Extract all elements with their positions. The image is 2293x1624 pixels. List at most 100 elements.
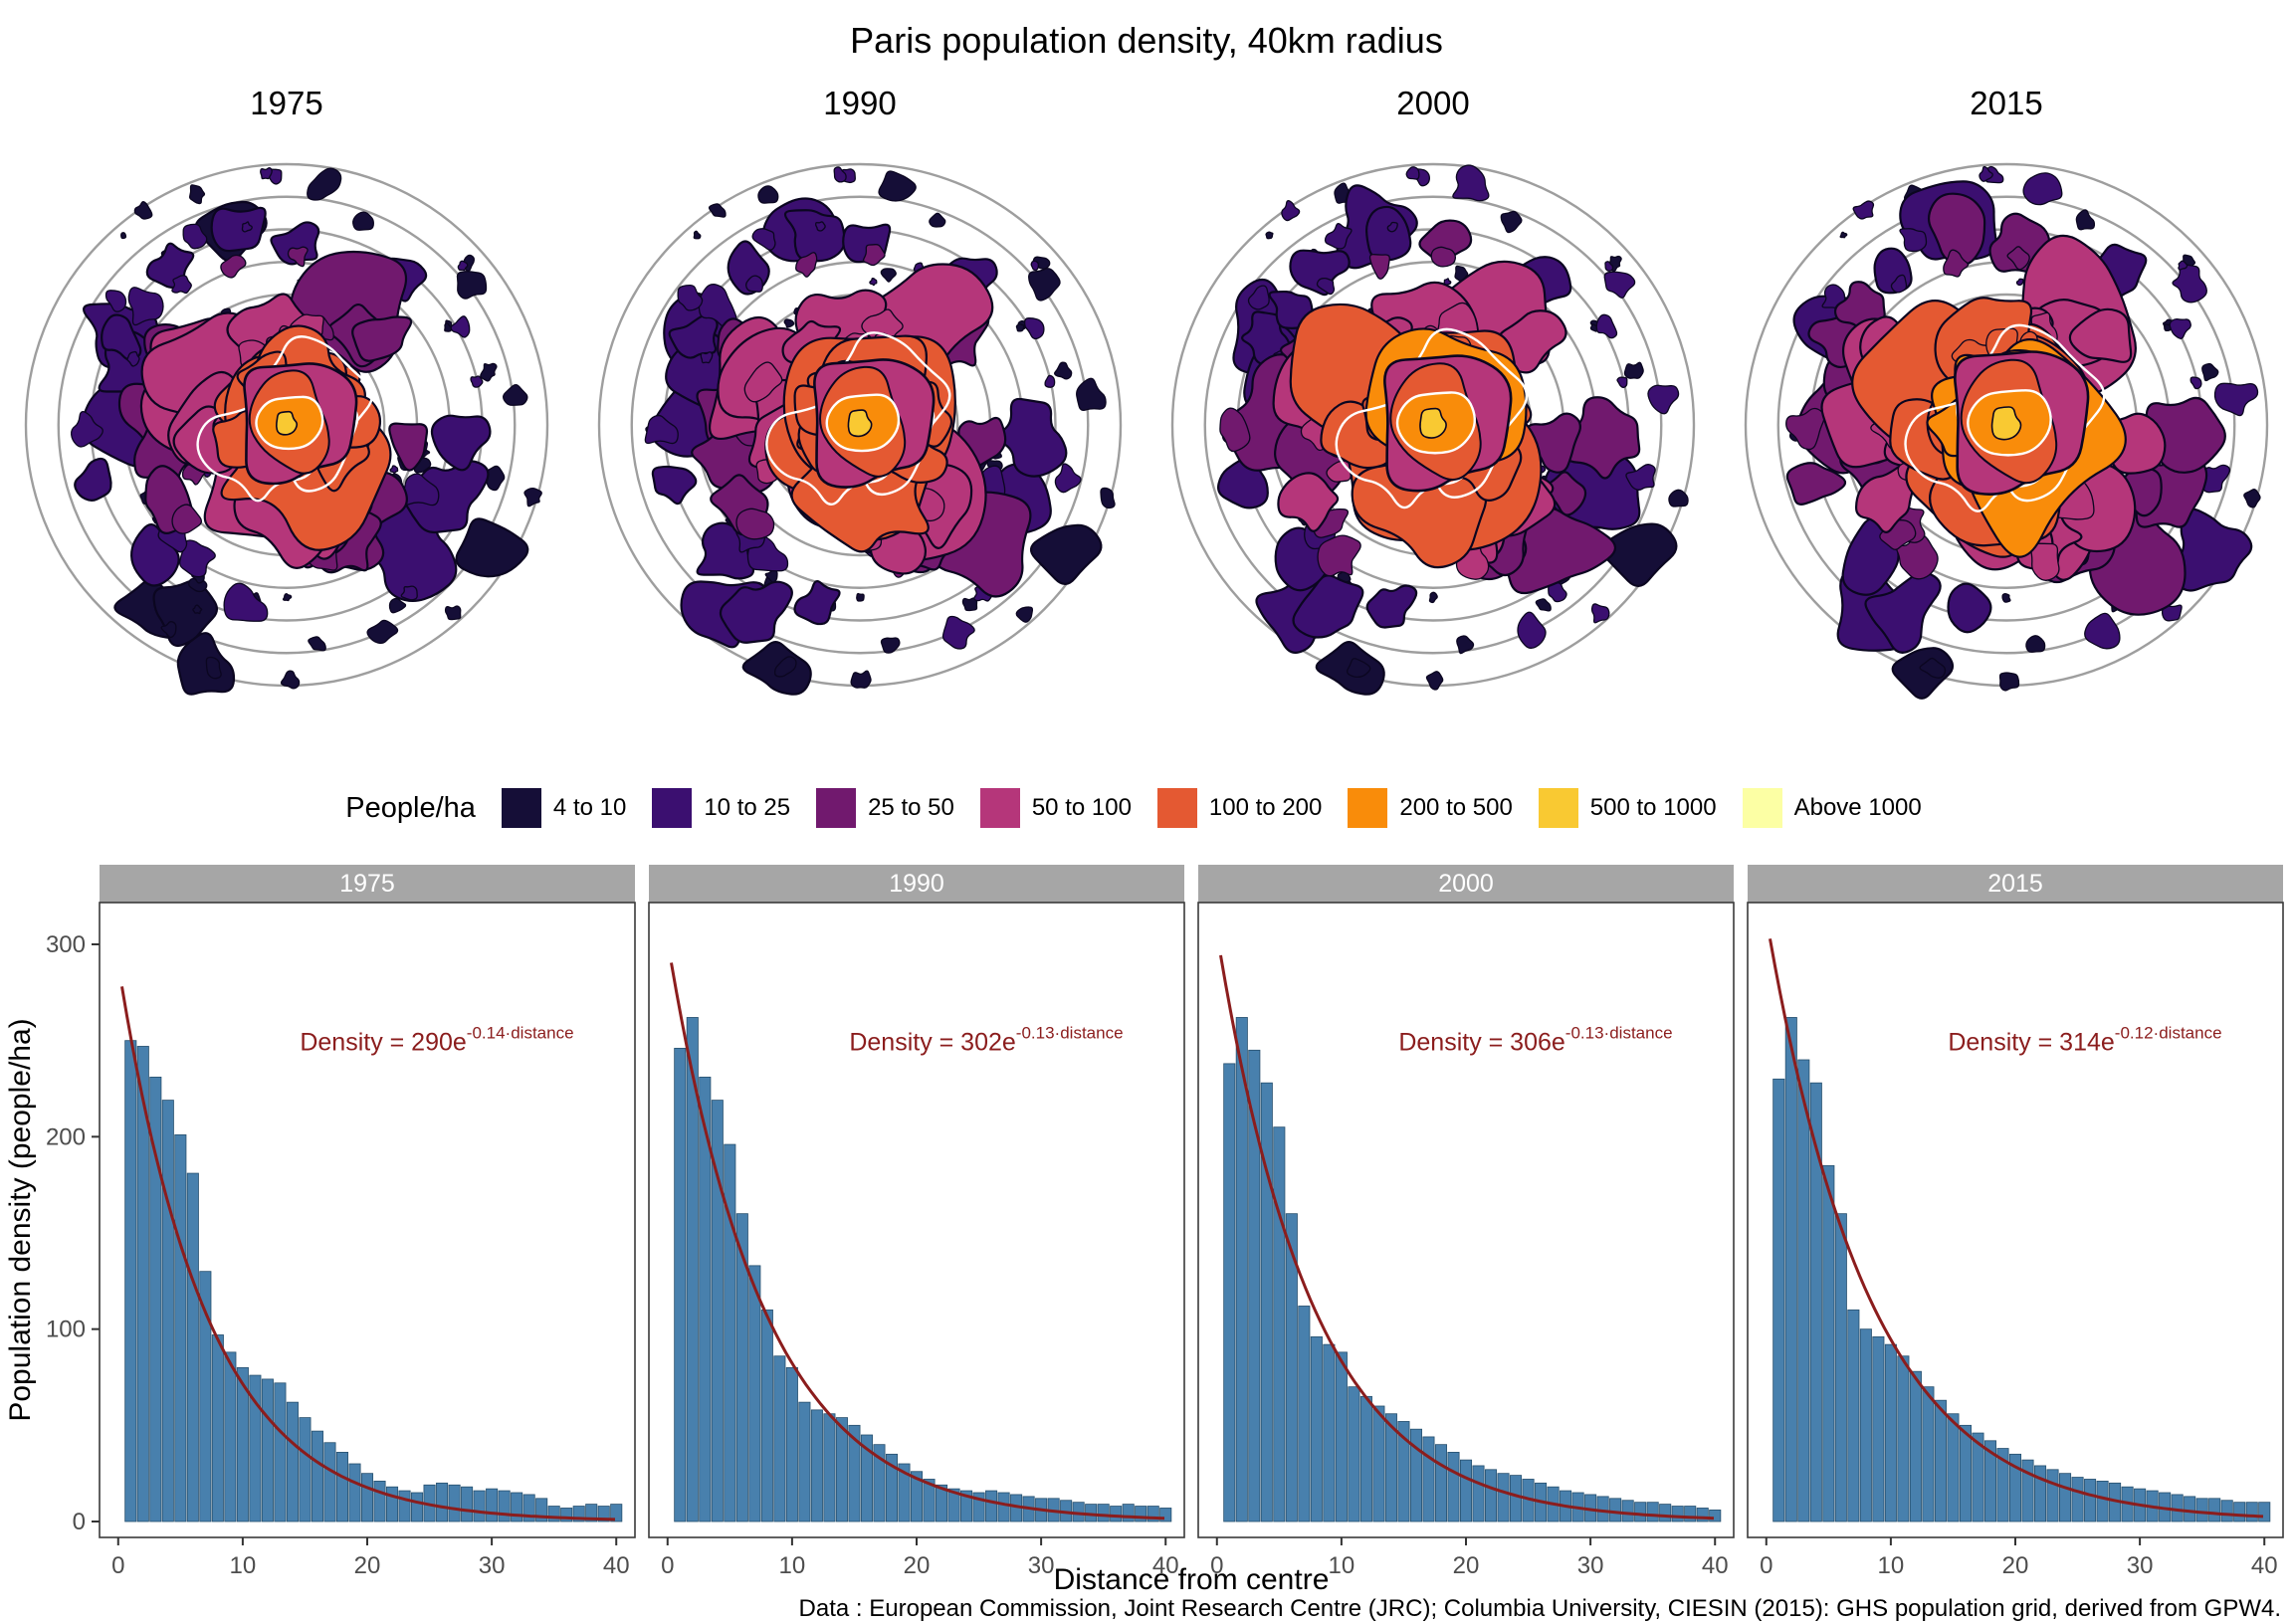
bar [199,1271,212,1522]
bar [1659,1504,1672,1522]
bar [211,1334,224,1522]
facet-2000: 2000 Density = 306e-0.13·distance 0 10 20 30 4… [1197,865,1735,1579]
bar [585,1504,598,1522]
bar [174,1133,187,1522]
bar [136,1046,149,1522]
map-year-label-1990: 1990 [823,85,897,121]
bar [823,1413,836,1522]
map-panel-2000: 2000 [1146,76,1720,723]
bar [1897,1355,1910,1522]
legend-item-3: 50 to 100 [979,788,1132,828]
bar [1497,1473,1510,1522]
bar [1884,1343,1897,1522]
bar [835,1417,848,1522]
density-map-2000 [1170,162,1696,696]
bar [1298,1306,1311,1522]
bar [1909,1370,1922,1522]
bar [2033,1465,2047,1522]
x-tick-label: 0 [1760,1552,1772,1579]
y-tick-label: 0 [73,1509,86,1535]
bar [1472,1465,1485,1522]
bar [1323,1343,1336,1522]
bar [161,1100,174,1522]
x-tick-label: 40 [2251,1552,2278,1579]
bar [249,1374,262,1522]
bar [1847,1309,1860,1522]
bar [560,1508,573,1522]
bar [1335,1351,1348,1522]
facet-strip-label: 2000 [1438,870,1494,898]
facet-strip-label: 1990 [889,870,944,898]
bar [323,1442,336,1522]
x-tick-label: 20 [1453,1552,1480,1579]
bar [1684,1506,1697,1522]
x-tick-label: 40 [1702,1552,1729,1579]
map-year-label-2015: 2015 [1970,85,2043,121]
bar [236,1366,249,1522]
density-charts: 1975 Density = 290e-0.14·distance 0 10 20 30 4… [4,865,2284,1593]
map-panel-2015: 2015 [1720,76,2293,723]
bar [1260,1082,1273,1522]
legend-swatch [1156,788,1197,828]
bar [1922,1386,1935,1522]
bar [1784,1017,1797,1522]
bar [1859,1328,1872,1522]
bar [773,1355,786,1522]
bar [261,1378,274,1522]
bar [1235,1017,1248,1522]
fit-curve [120,986,616,1522]
bar [1310,1335,1323,1522]
bar [724,1143,736,1522]
bar [486,1488,499,1522]
map-panel-1990: 1990 [573,76,1146,723]
bar [1983,1440,1997,1522]
legend-swatch-label: 200 to 500 [1399,794,1513,821]
bar [923,1479,936,1522]
legend-item-5: 200 to 500 [1348,788,1513,828]
y-tick-label: 100 [46,1317,86,1343]
bar [1484,1469,1498,1522]
bar [1434,1444,1448,1522]
bar [224,1351,237,1522]
legend: People/ha 4 to 10 10 to 25 25 to 50 50 to 1… [0,779,2293,837]
bar [2220,1500,2233,1522]
bar [873,1444,886,1522]
density-map-1990 [597,162,1123,696]
x-tick-label: 10 [1329,1552,1355,1579]
legend-swatch-label: Above 1000 [1793,794,1922,821]
bar [1409,1428,1422,1522]
bar [572,1506,585,1522]
bar [2258,1502,2271,1522]
data-source-caption: Data : European Commission, Joint Resear… [798,1595,2281,1622]
bar [1972,1432,1984,1522]
map-panel-1975: 1975 [0,76,573,723]
bar [1959,1424,1972,1522]
bar [1135,1506,1147,1522]
bar [385,1486,399,1522]
bar [898,1463,911,1522]
bar [186,1172,199,1522]
facet-strip-label: 1975 [339,870,395,898]
bar [448,1484,461,1522]
bar [2008,1453,2022,1522]
bar [1372,1405,1385,1522]
bar [1146,1506,1159,1522]
bar [398,1490,411,1522]
bar [885,1453,899,1522]
legend-swatch [816,788,857,828]
facet-bars-1990 [674,1017,1172,1522]
bar [1996,1448,2009,1522]
x-tick-label: 10 [1878,1552,1905,1579]
bar [436,1482,449,1522]
bar [699,1076,712,1522]
y-axis-title: Population density (people/ha) [4,1018,37,1421]
x-tick-label: 30 [1577,1552,1604,1579]
bar [124,1040,137,1522]
legend-swatch [501,788,541,828]
density-map-2015 [1744,162,2269,700]
bar [149,1076,162,1522]
bar [1947,1413,1960,1522]
bar [972,1492,985,1522]
facet-1990: 1990 Density = 302e-0.13·distance 0 10 20 30 4… [648,865,1185,1579]
x-tick-label: 20 [904,1552,931,1579]
